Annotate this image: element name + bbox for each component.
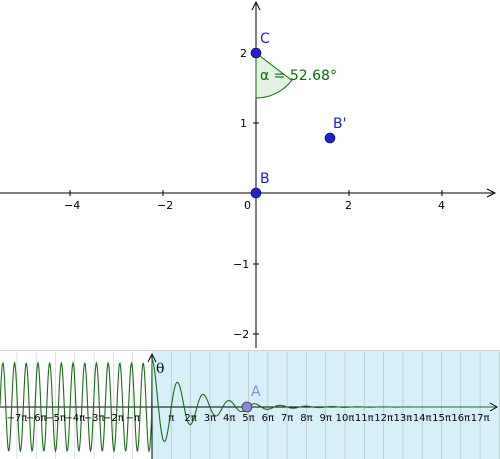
pi-tick-label: −6π	[26, 413, 47, 424]
pi-tick-label: 4π	[223, 413, 235, 424]
theta-horizontal-axis-arrow	[489, 402, 499, 412]
theta-axis-label: θ	[156, 361, 164, 377]
x-tick-label: 2	[345, 199, 352, 212]
y-tick-label: −1	[233, 258, 249, 271]
pi-tick-label: 13π	[394, 413, 413, 424]
y-tick-label: −2	[233, 328, 249, 341]
angle-alpha-sector[interactable]	[255, 51, 293, 99]
point-B-prime-label: B'	[333, 116, 346, 132]
x-tick-label: −4	[64, 199, 80, 212]
pi-tick-label: −2π	[103, 413, 124, 424]
theta-plot[interactable]: θ −7π−6π−5π−4π−3π−2π −π π 2π 3π 4π 5π 6π 7π 8π 9π 1…	[0, 350, 500, 459]
pi-tick-label: 10π	[336, 413, 355, 424]
graphics-view[interactable]: −4 −2 0 2 4 2 1 −1 −2 α = 52.68° C B B'	[0, 0, 500, 350]
point-A[interactable]	[241, 401, 253, 413]
x-axis-arrow	[486, 188, 497, 198]
pi-tick-label: −4π	[64, 413, 85, 424]
pi-tick-label: 5π	[242, 413, 254, 424]
pi-tick-label: −7π	[7, 413, 28, 424]
point-C[interactable]	[250, 47, 262, 59]
y-axis-arrow	[251, 0, 261, 11]
x-tick-label: 4	[438, 199, 445, 212]
point-B[interactable]	[250, 187, 262, 199]
point-B-label: B	[260, 171, 270, 187]
point-A-label: A	[251, 384, 261, 400]
y-tick-label: 1	[240, 117, 247, 130]
pi-tick-label: 7π	[281, 413, 293, 424]
theta-graph-panel[interactable]: θ −7π −6π −5π −4π −3π −2π −π π 2π 3π 4π 5π 6π 7π 8π 9π 1…	[0, 350, 500, 459]
pi-tick-label: −π	[125, 413, 139, 424]
x-tick-label: 0	[244, 199, 251, 212]
pi-tick-label: 14π	[413, 413, 432, 424]
pi-tick-label: −5π	[45, 413, 66, 424]
y-tick-label: 2	[240, 47, 247, 60]
pi-tick-label: 15π	[432, 413, 451, 424]
pi-tick-label: 3π	[204, 413, 216, 424]
pi-tick-label: 11π	[355, 413, 374, 424]
point-C-label: C	[260, 31, 270, 47]
x-ticks: −4 −2 0 2 4	[64, 190, 445, 212]
pi-tick-label: 6π	[262, 413, 274, 424]
coordinate-plane[interactable]: −4 −2 0 2 4 2 1 −1 −2 α = 52.68° C B B'	[0, 0, 500, 350]
angle-alpha-label: α = 52.68°	[260, 68, 337, 84]
x-tick-label: −2	[157, 199, 173, 212]
pi-tick-label: 2π	[184, 413, 196, 424]
pi-tick-label: 16π	[451, 413, 470, 424]
pi-tick-label: 17π	[471, 413, 490, 424]
pi-tick-label: 12π	[374, 413, 393, 424]
pi-tick-label: π	[168, 413, 174, 424]
pi-tick-label: 8π	[300, 413, 312, 424]
pi-tick-label: 9π	[320, 413, 332, 424]
pi-tick-labels: −7π−6π−5π−4π−3π−2π −π π 2π 3π 4π 5π 6π 7π 8π 9π 10π…	[7, 413, 490, 424]
point-B-prime[interactable]	[324, 132, 336, 144]
theta-vertical-axis-arrow	[147, 352, 157, 363]
pi-tick-label: −3π	[84, 413, 105, 424]
